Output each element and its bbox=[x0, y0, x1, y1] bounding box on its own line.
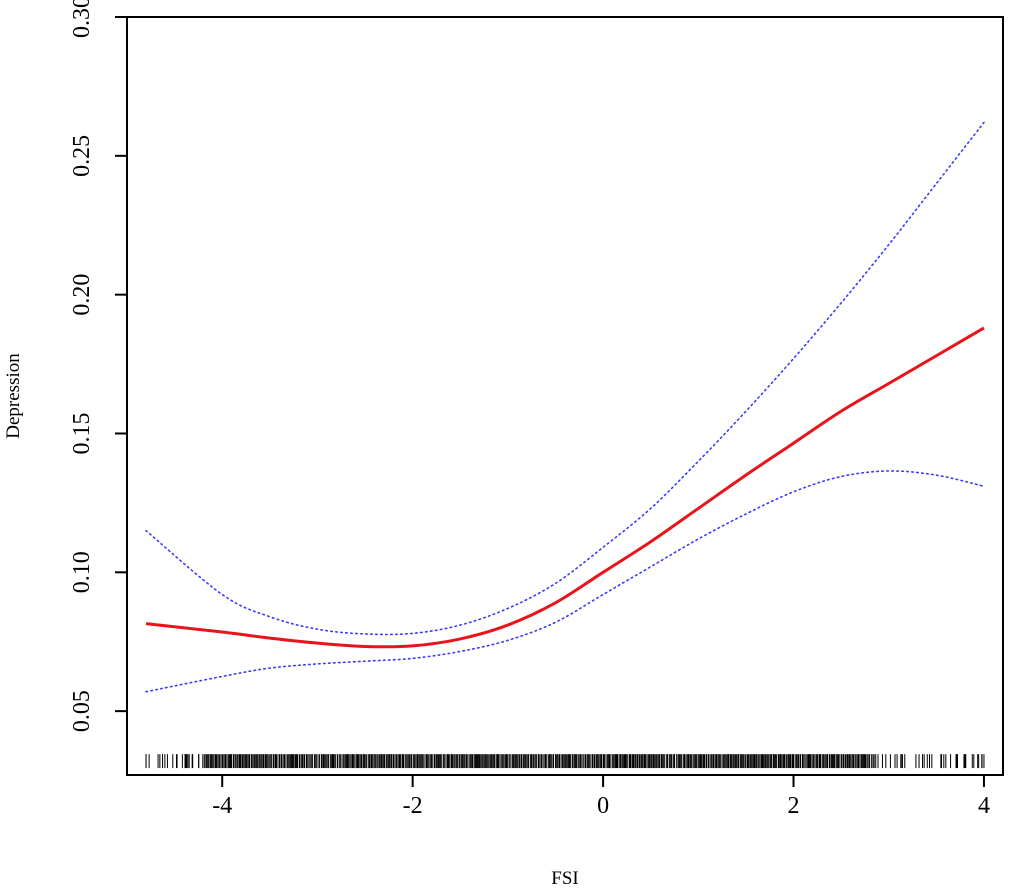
y-tick-label: 0.10 bbox=[69, 551, 95, 593]
x-tick-label: -4 bbox=[212, 793, 232, 819]
series-estimate-line bbox=[145, 326, 985, 649]
x-tick-label: -2 bbox=[403, 793, 423, 819]
x-tick-label: 0 bbox=[597, 793, 609, 819]
x-axis-title: FSI bbox=[551, 868, 578, 889]
series-lower-line bbox=[145, 470, 985, 693]
series-upper-line bbox=[145, 121, 985, 636]
y-tick-label: 0.15 bbox=[69, 412, 95, 454]
rug-marks bbox=[145, 754, 985, 769]
y-tick-label: 0.30 bbox=[69, 0, 95, 38]
x-tick-label: 4 bbox=[978, 793, 990, 819]
y-axis-title: Depression bbox=[3, 353, 24, 439]
y-tick-label: 0.25 bbox=[69, 135, 95, 177]
curves bbox=[145, 121, 985, 693]
x-tick-label: 2 bbox=[788, 793, 800, 819]
y-axis: 0.05 0.10 0.15 0.20 0.25 0.30 bbox=[69, 0, 127, 732]
y-tick-label: 0.05 bbox=[69, 690, 95, 732]
plot-frame bbox=[126, 16, 1004, 776]
y-tick-label: 0.20 bbox=[69, 274, 95, 316]
x-axis: -4 -2 0 2 4 bbox=[212, 775, 990, 819]
